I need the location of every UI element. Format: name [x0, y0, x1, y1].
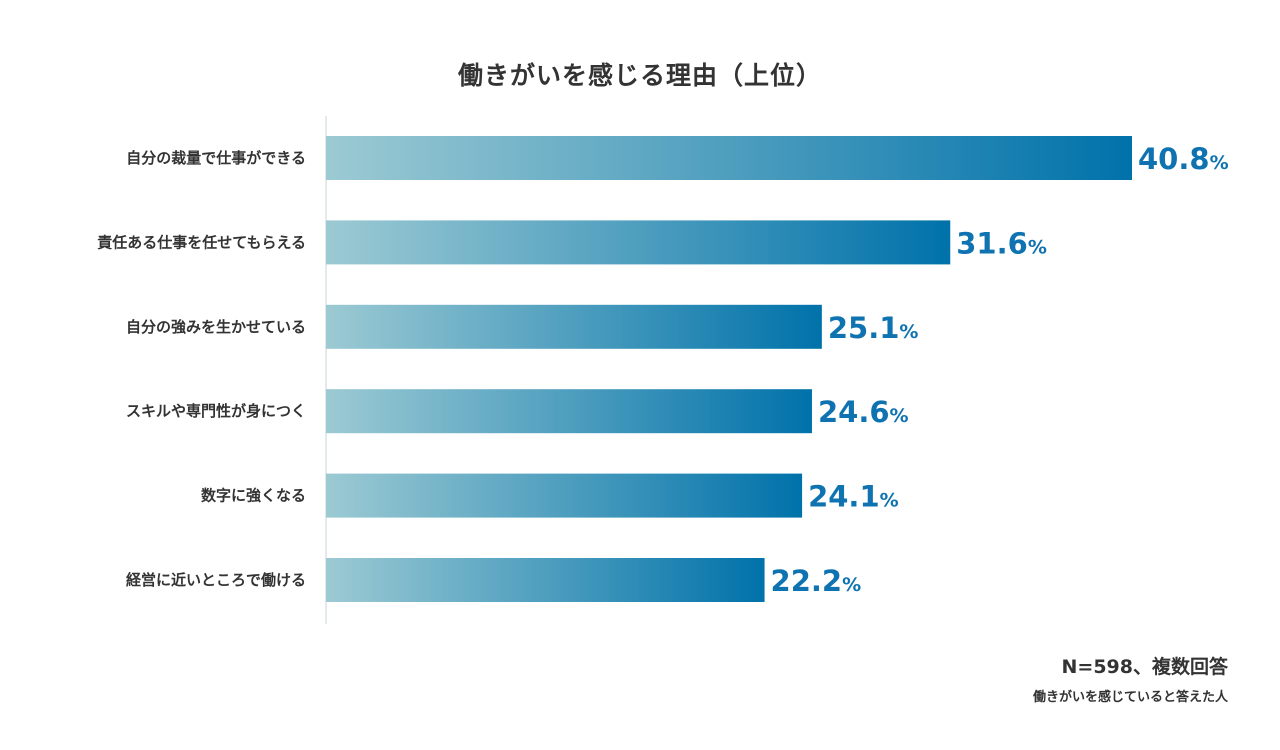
- chart-title: 働きがいを感じる理由（上位）: [457, 61, 822, 90]
- value-label-4: 24.6%: [818, 395, 909, 429]
- value-label-3: 25.1%: [828, 311, 919, 345]
- category-label-4: スキルや専門性が身につく: [126, 402, 306, 420]
- bar-6: [326, 558, 765, 602]
- category-label-5: 数字に強くなる: [201, 487, 306, 505]
- respondent-note: 働きがいを感じていると答えた人: [1032, 690, 1228, 705]
- bar-4: [326, 389, 812, 434]
- value-label-5: 24.1%: [808, 480, 899, 514]
- category-label-2: 責任ある仕事を任せてもらえる: [97, 233, 306, 251]
- category-label-1: 自分の裁量で仕事ができる: [126, 149, 306, 167]
- bar-3: [326, 304, 822, 349]
- category-label-6: 経営に近いところで働ける: [126, 571, 306, 589]
- bar-1: [326, 136, 1132, 180]
- value-label-2: 31.6%: [956, 226, 1047, 260]
- sample-size-note: N=598、複数回答: [1061, 656, 1228, 678]
- bar-2: [326, 220, 951, 265]
- value-label-1: 40.8%: [1138, 142, 1229, 176]
- bar-5: [326, 473, 803, 518]
- value-label-6: 22.2%: [771, 564, 862, 598]
- category-label-3: 自分の強みを生かせている: [126, 318, 306, 336]
